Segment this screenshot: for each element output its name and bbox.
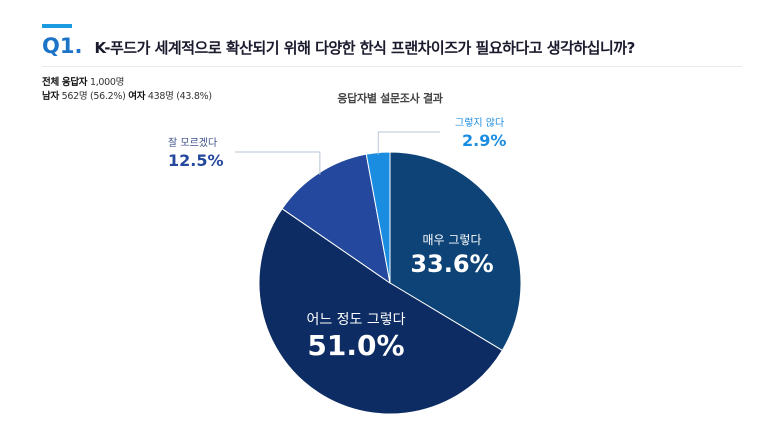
total-value: 1,000명 (89, 77, 125, 88)
female-value: 438명 (43.8%) (147, 91, 212, 102)
divider (42, 66, 742, 67)
total-label: 전체 응답자 (42, 77, 88, 88)
accent-bar (42, 24, 72, 28)
slice-label-4: 그렇지 않다 (455, 116, 504, 129)
male-value: 562명 (56.2%) (61, 91, 126, 102)
slice-label-1: 매우 그렇다 (422, 232, 481, 247)
slice-value-1: 33.6% (410, 250, 493, 278)
question-row: Q1. K-푸드가 세계적으로 확산되기 위해 다양한 한식 프랜차이즈가 필요… (42, 34, 635, 58)
female-label: 여자 (128, 91, 146, 102)
male-label: 남자 (42, 91, 59, 102)
question-text: K-푸드가 세계적으로 확산되기 위해 다양한 한식 프랜차이즈가 필요하다고 … (94, 39, 635, 57)
slice-value-2: 51.0% (307, 329, 404, 362)
leader-line-4 (377, 131, 440, 155)
slice-label-2: 어느 정도 그렇다 (306, 312, 405, 328)
leader-line-3 (235, 151, 321, 175)
total-respondents: 전체 응답자 1,000명 (42, 76, 212, 90)
slice-value-4: 2.9% (462, 131, 506, 150)
slice-value-3: 12.5% (168, 151, 224, 170)
slice-label-3: 잘 모르겠다 (168, 137, 217, 149)
respondent-stats: 전체 응답자 1,000명 남자 562명 (56.2%) 여자 438명 (4… (42, 76, 212, 104)
chart-title: 응답자별 설문조사 결과 (337, 92, 443, 105)
question-number: Q1. (42, 34, 83, 58)
gender-breakdown: 남자 562명 (56.2%) 여자 438명 (43.8%) (42, 90, 212, 104)
pie-slice-1 (389, 151, 522, 352)
pie-slice-2 (258, 207, 504, 415)
pie-slice-3 (281, 153, 391, 285)
